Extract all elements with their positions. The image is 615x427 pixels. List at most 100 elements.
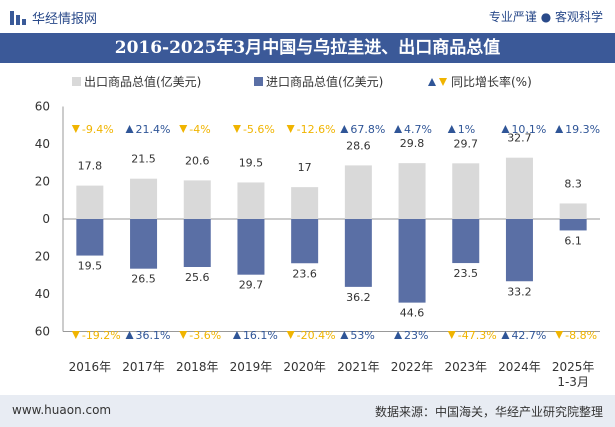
yoy-import-label: -20.4% xyxy=(297,329,336,342)
y-tick-label: 20 xyxy=(35,250,50,264)
yoy-import-down-icon xyxy=(447,331,456,339)
y-tick-label: 60 xyxy=(35,100,50,114)
yoy-import-up-icon xyxy=(125,331,134,339)
yoy-import-label: -3.6% xyxy=(189,329,221,342)
data-label-export: 17.8 xyxy=(78,160,103,173)
yoy-import-label: -8.8% xyxy=(565,329,597,342)
x-tick-label: 1-3月 xyxy=(557,375,589,389)
legend-down-triangle-icon xyxy=(439,78,447,86)
legend-import-label: 进口商品总值(亿美元) xyxy=(266,74,383,89)
footer-url[interactable]: www.huaon.com xyxy=(12,403,112,417)
data-label-import: 19.5 xyxy=(78,260,103,273)
x-tick-label: 2019年 xyxy=(230,360,273,374)
footer: www.huaon.com 数据来源：中国海关，华经产业研究院整理 xyxy=(0,395,615,427)
bar-export xyxy=(291,187,319,219)
yoy-export-up-icon xyxy=(394,125,403,133)
site-name: 华经情报网 xyxy=(32,12,98,27)
data-label-import: 26.5 xyxy=(131,273,156,286)
bar-import xyxy=(398,219,426,303)
yoy-export-label: -9.4% xyxy=(82,123,114,136)
yoy-import-label: 16.1% xyxy=(243,329,278,342)
yoy-export-label: 67.8% xyxy=(350,123,385,136)
yoy-import-up-icon xyxy=(394,331,403,339)
x-tick-label: 2018年 xyxy=(176,360,219,374)
yoy-export-label: 4.7% xyxy=(404,123,432,136)
footer-source: 数据来源：中国海关，华经产业研究院整理 xyxy=(374,405,603,419)
bar-import xyxy=(505,219,533,282)
x-tick-label: 2023年 xyxy=(444,360,487,374)
y-tick-label: 20 xyxy=(35,175,50,189)
y-tick-label: 0 xyxy=(42,212,50,226)
chart: 出口商品总值(亿美元) 进口商品总值(亿美元) 同比增长率(%) 60 40 20 0 20 4… xyxy=(35,74,600,389)
yoy-import-down-icon xyxy=(555,331,564,339)
yoy-import-label: 36.1% xyxy=(136,329,171,342)
yoy-export-label: -5.6% xyxy=(243,123,275,136)
bar-import xyxy=(130,219,158,269)
yoy-export-label: 10.1% xyxy=(511,123,546,136)
data-label-import: 25.6 xyxy=(185,271,210,284)
bar-export xyxy=(76,185,104,219)
data-label-import: 23.6 xyxy=(292,267,317,280)
legend-up-triangle-icon xyxy=(428,78,436,86)
yoy-import-up-icon xyxy=(501,331,510,339)
bar-import xyxy=(452,219,480,264)
bar-export xyxy=(398,163,426,219)
yoy-export-up-icon xyxy=(125,125,134,133)
data-label-import: 29.7 xyxy=(239,279,264,292)
y-tick-label: 40 xyxy=(35,287,50,301)
bar-import xyxy=(76,219,104,256)
bar-export xyxy=(505,157,533,219)
brand[interactable]: 华经情报网 xyxy=(10,8,97,27)
data-label-export: 20.6 xyxy=(185,154,210,167)
bar-export xyxy=(183,180,211,219)
yoy-export-up-icon xyxy=(340,125,349,133)
y-tick-label: 60 xyxy=(35,325,50,339)
yoy-import-label: -47.3% xyxy=(458,329,497,342)
bar-import xyxy=(237,219,265,275)
yoy-export-label: 1% xyxy=(458,123,475,136)
bar-export xyxy=(130,178,158,219)
data-label-export: 19.5 xyxy=(239,156,264,169)
yoy-import-down-icon xyxy=(71,331,80,339)
yoy-import-label: 42.7% xyxy=(511,329,546,342)
yoy-export-label: 19.3% xyxy=(565,123,600,136)
data-label-import: 44.6 xyxy=(400,307,425,320)
bar-export xyxy=(559,203,587,219)
yoy-import-up-icon xyxy=(232,331,241,339)
yoy-import-down-icon xyxy=(179,331,188,339)
bar-export xyxy=(237,182,265,219)
data-label-export: 28.6 xyxy=(346,139,371,152)
yoy-export-down-icon xyxy=(71,125,80,133)
legend-import-swatch xyxy=(254,77,263,86)
brand-logo-icon xyxy=(10,10,26,25)
data-label-import: 33.2 xyxy=(507,285,532,298)
legend-export-swatch xyxy=(72,77,81,86)
yoy-export-up-icon xyxy=(501,125,510,133)
data-label-export: 21.5 xyxy=(131,153,156,166)
x-tick-label: 2016年 xyxy=(69,360,112,374)
top-bar: 华经情报网 专业严谨 ● 客观科学 xyxy=(0,0,615,33)
data-label-import: 23.5 xyxy=(454,267,479,280)
yoy-import-label: -19.2% xyxy=(82,329,121,342)
x-tick-label: 2017年 xyxy=(122,360,165,374)
yoy-export-down-icon xyxy=(286,125,295,133)
data-label-export: 32.7 xyxy=(507,132,532,145)
x-tick-label: 2025年 xyxy=(552,360,595,374)
x-tick-label: 2022年 xyxy=(391,360,434,374)
data-label-import: 6.1 xyxy=(564,234,582,247)
x-tick-label: 2024年 xyxy=(498,360,541,374)
yoy-import-label: 23% xyxy=(404,329,428,342)
yoy-import-label: 53% xyxy=(350,329,374,342)
y-tick-label: 40 xyxy=(35,137,50,151)
yoy-export-up-icon xyxy=(447,125,456,133)
x-tick-label: 2021年 xyxy=(337,360,380,374)
yoy-import-up-icon xyxy=(340,331,349,339)
data-label-import: 36.2 xyxy=(346,291,371,304)
bar-export xyxy=(452,163,480,219)
yoy-export-down-icon xyxy=(232,125,241,133)
bar-import xyxy=(559,219,587,231)
bar-export xyxy=(344,165,372,219)
yoy-export-down-icon xyxy=(179,125,188,133)
tagline: 专业严谨 ● 客观科学 xyxy=(488,10,603,24)
yoy-export-label: 21.4% xyxy=(136,123,171,136)
